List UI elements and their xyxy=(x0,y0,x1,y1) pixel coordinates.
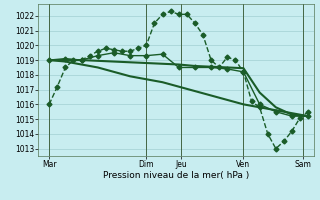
X-axis label: Pression niveau de la mer( hPa ): Pression niveau de la mer( hPa ) xyxy=(103,171,249,180)
